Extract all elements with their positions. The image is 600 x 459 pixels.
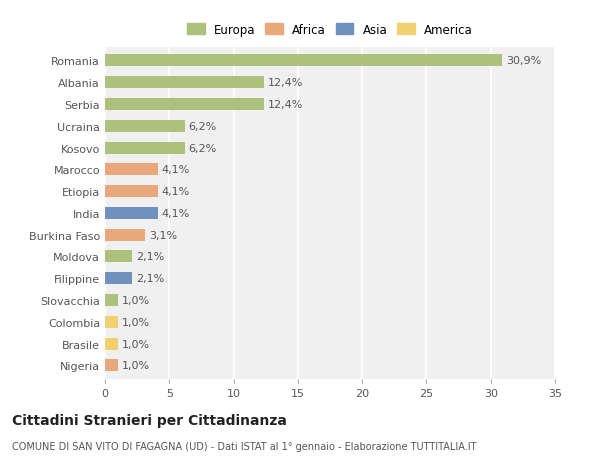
Bar (105, 99, 265, 111)
Bar (105, 273, 132, 285)
Text: 4,1%: 4,1% (161, 165, 190, 175)
Text: Cittadini Stranieri per Cittadinanza: Cittadini Stranieri per Cittadinanza (12, 413, 287, 427)
Text: 2,1%: 2,1% (136, 252, 164, 262)
Text: 3,1%: 3,1% (149, 230, 177, 240)
Text: 4,1%: 4,1% (161, 187, 190, 197)
Bar (105, 186, 158, 198)
Text: 1,0%: 1,0% (122, 339, 150, 349)
Bar (105, 360, 118, 372)
Bar (105, 316, 118, 328)
Text: 30,9%: 30,9% (506, 56, 541, 66)
Bar (105, 229, 145, 241)
Bar (105, 294, 118, 307)
Bar (105, 77, 265, 89)
Legend: Europa, Africa, Asia, America: Europa, Africa, Asia, America (185, 21, 475, 39)
Bar (105, 338, 118, 350)
Bar (105, 121, 185, 133)
Bar (105, 164, 158, 176)
Text: 4,1%: 4,1% (161, 208, 190, 218)
Text: 1,0%: 1,0% (122, 296, 150, 305)
Bar (105, 207, 158, 219)
Bar (105, 55, 502, 67)
Text: 6,2%: 6,2% (188, 143, 217, 153)
Text: 6,2%: 6,2% (188, 122, 217, 131)
Text: 1,0%: 1,0% (122, 317, 150, 327)
Bar (105, 142, 185, 154)
Text: COMUNE DI SAN VITO DI FAGAGNA (UD) - Dati ISTAT al 1° gennaio - Elaborazione TUT: COMUNE DI SAN VITO DI FAGAGNA (UD) - Dat… (12, 441, 476, 451)
Text: 2,1%: 2,1% (136, 274, 164, 284)
Text: 1,0%: 1,0% (122, 361, 150, 370)
Bar (105, 251, 132, 263)
Text: 12,4%: 12,4% (268, 78, 304, 88)
Text: 12,4%: 12,4% (268, 100, 304, 110)
